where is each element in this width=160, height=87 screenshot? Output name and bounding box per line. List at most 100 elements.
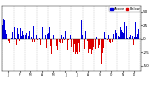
- Bar: [37, 39, 38, 40]
- Bar: [6, 34, 7, 39]
- Bar: [14, 27, 15, 39]
- Bar: [58, 39, 59, 46]
- Bar: [81, 20, 82, 39]
- Bar: [11, 38, 12, 39]
- Bar: [27, 31, 28, 39]
- Bar: [45, 35, 46, 39]
- Bar: [100, 39, 101, 46]
- Bar: [17, 28, 18, 39]
- Bar: [62, 39, 63, 43]
- Bar: [19, 39, 20, 41]
- Bar: [55, 39, 56, 45]
- Bar: [47, 34, 48, 39]
- Bar: [128, 28, 129, 39]
- Bar: [110, 39, 111, 43]
- Bar: [73, 39, 74, 52]
- Bar: [30, 39, 31, 47]
- Bar: [80, 39, 81, 43]
- Bar: [126, 26, 127, 39]
- Bar: [121, 30, 122, 39]
- Bar: [22, 31, 23, 39]
- Bar: [59, 39, 60, 42]
- Bar: [116, 33, 117, 39]
- Bar: [56, 39, 57, 46]
- Bar: [57, 39, 58, 50]
- Bar: [105, 38, 106, 39]
- Bar: [78, 39, 79, 43]
- Bar: [51, 39, 52, 54]
- Bar: [74, 39, 75, 44]
- Bar: [123, 33, 124, 39]
- Bar: [48, 33, 49, 39]
- Bar: [12, 32, 13, 39]
- Bar: [115, 30, 116, 39]
- Bar: [111, 35, 112, 39]
- Bar: [77, 39, 78, 54]
- Bar: [133, 39, 134, 45]
- Bar: [107, 39, 108, 40]
- Bar: [23, 35, 24, 39]
- Bar: [71, 39, 72, 47]
- Bar: [25, 35, 26, 39]
- Bar: [40, 39, 41, 45]
- Bar: [113, 34, 114, 39]
- Bar: [31, 37, 32, 39]
- Bar: [60, 39, 61, 43]
- Bar: [8, 39, 9, 41]
- Bar: [86, 39, 87, 44]
- Bar: [108, 35, 109, 39]
- Bar: [135, 22, 136, 39]
- Bar: [49, 27, 50, 39]
- Bar: [82, 35, 83, 39]
- Bar: [65, 31, 66, 39]
- Bar: [53, 35, 54, 39]
- Bar: [34, 39, 35, 42]
- Bar: [39, 38, 40, 39]
- Bar: [4, 20, 5, 39]
- Bar: [137, 34, 138, 39]
- Bar: [5, 30, 6, 39]
- Bar: [118, 36, 119, 39]
- Bar: [127, 38, 128, 39]
- Bar: [136, 37, 137, 39]
- Bar: [26, 33, 27, 39]
- Bar: [99, 39, 100, 45]
- Bar: [76, 39, 77, 52]
- Legend: Above, Below: Above, Below: [109, 6, 140, 12]
- Bar: [88, 39, 89, 53]
- Bar: [103, 39, 104, 48]
- Bar: [70, 35, 71, 39]
- Bar: [67, 39, 68, 50]
- Bar: [46, 39, 47, 48]
- Bar: [29, 31, 30, 39]
- Bar: [125, 29, 126, 39]
- Bar: [138, 29, 139, 39]
- Bar: [28, 36, 29, 39]
- Bar: [32, 39, 33, 42]
- Bar: [3, 19, 4, 39]
- Bar: [102, 39, 103, 53]
- Bar: [85, 31, 86, 39]
- Bar: [130, 35, 131, 39]
- Bar: [18, 34, 19, 39]
- Bar: [90, 39, 91, 49]
- Bar: [134, 37, 135, 39]
- Bar: [87, 39, 88, 41]
- Bar: [50, 39, 51, 46]
- Bar: [98, 39, 99, 48]
- Bar: [33, 26, 34, 39]
- Bar: [75, 39, 76, 54]
- Bar: [83, 39, 84, 45]
- Bar: [9, 39, 10, 43]
- Bar: [93, 39, 94, 47]
- Bar: [112, 39, 113, 42]
- Bar: [84, 39, 85, 49]
- Bar: [24, 26, 25, 39]
- Bar: [124, 21, 125, 39]
- Bar: [52, 39, 53, 43]
- Bar: [42, 27, 43, 39]
- Bar: [2, 25, 3, 39]
- Bar: [95, 39, 96, 49]
- Bar: [109, 39, 110, 42]
- Bar: [21, 36, 22, 39]
